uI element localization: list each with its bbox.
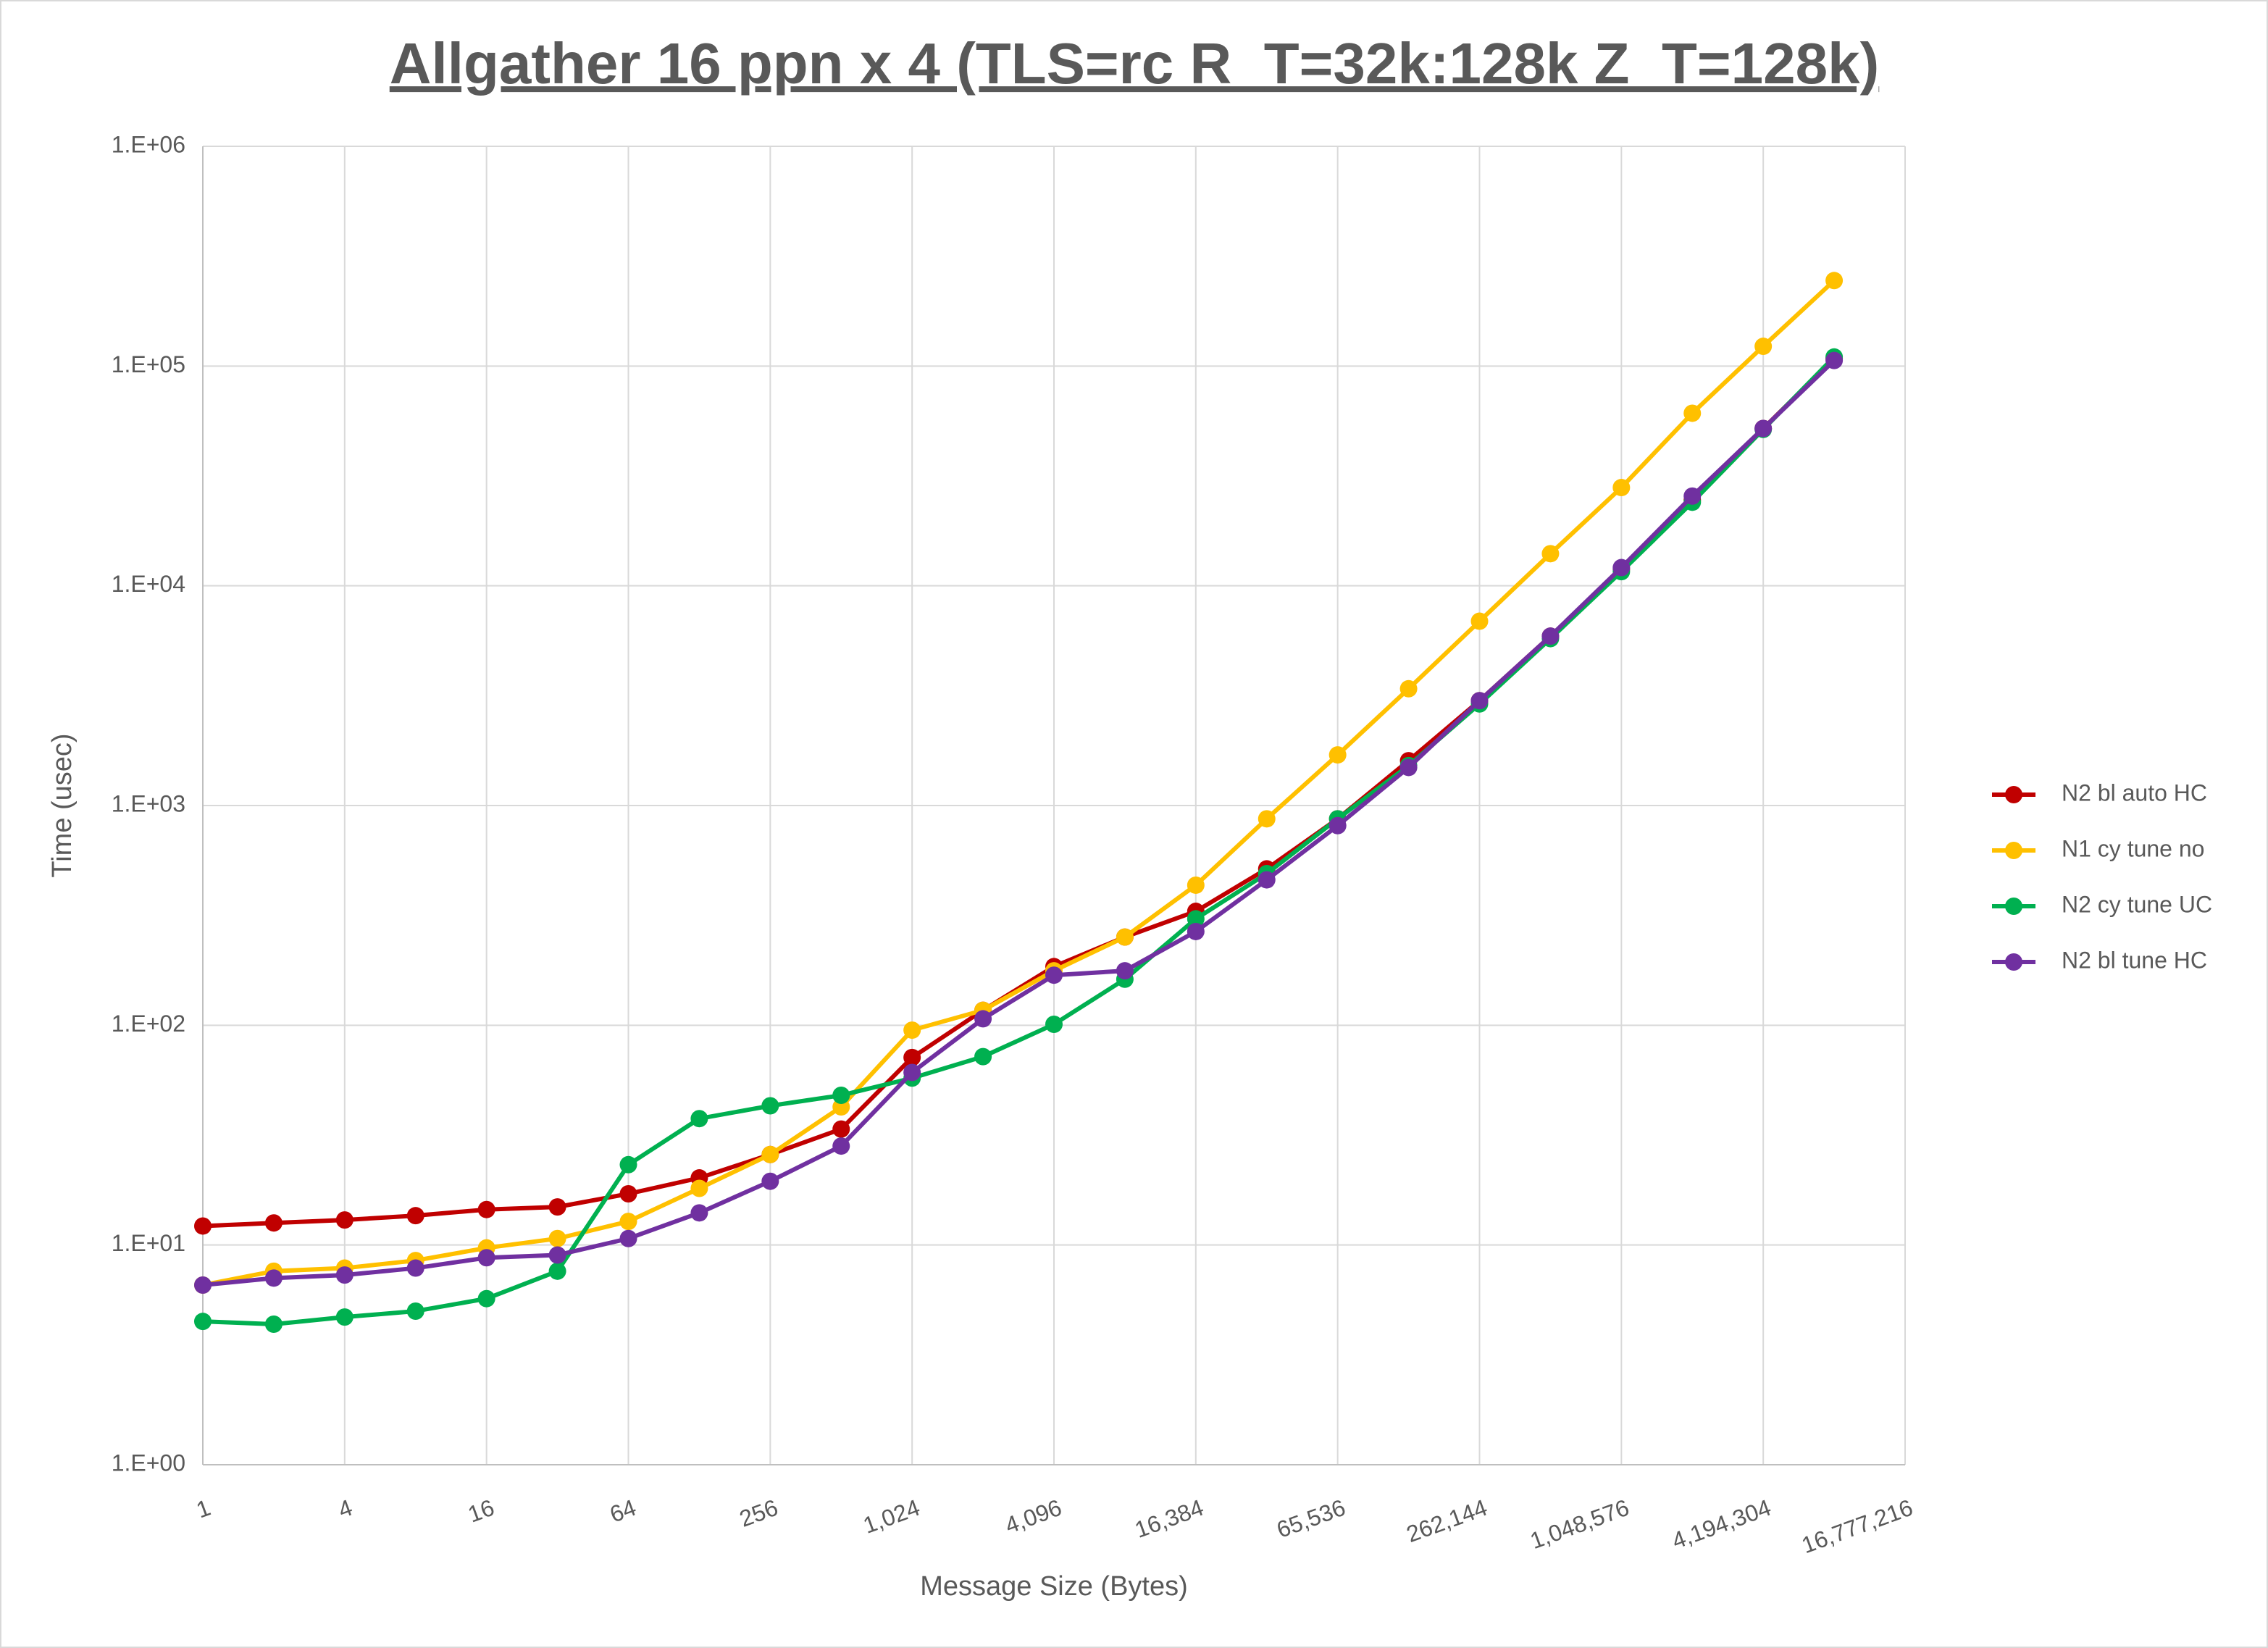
legend-marker — [2005, 898, 2022, 915]
data-point — [974, 1010, 992, 1028]
legend-marker — [2005, 842, 2022, 859]
legend-label: N1 cy tune no — [2062, 835, 2204, 861]
data-point — [974, 1047, 992, 1066]
y-tick-label: 1.E+05 — [112, 351, 185, 377]
data-point — [619, 1184, 637, 1202]
data-point — [1045, 1016, 1063, 1034]
data-point — [690, 1204, 708, 1222]
data-point — [690, 1179, 708, 1197]
data-point — [1187, 910, 1205, 928]
data-point — [1328, 816, 1347, 835]
data-point — [1541, 627, 1560, 645]
y-tick-label: 1.E+00 — [112, 1450, 185, 1476]
x-axis-title: Message Size (Bytes) — [920, 1571, 1188, 1602]
chart-title: Allgather 16 ppn x 4 (TLS=rc R_T=32k:128… — [390, 31, 1879, 96]
data-point — [1470, 612, 1489, 630]
data-point — [477, 1249, 495, 1267]
series-line — [202, 359, 1836, 1287]
y-tick-label: 1.E+03 — [112, 790, 185, 816]
y-tick-label: 1.E+02 — [112, 1011, 185, 1037]
data-point — [477, 1289, 495, 1308]
data-point — [1258, 810, 1276, 828]
series-line — [202, 279, 1836, 1287]
data-point — [619, 1155, 637, 1174]
data-point — [1612, 559, 1631, 577]
data-point — [1328, 746, 1347, 764]
legend-marker — [2005, 786, 2022, 803]
data-point — [406, 1259, 424, 1277]
data-point — [1754, 338, 1773, 356]
legend-label: N2 cy tune UC — [2062, 891, 2212, 917]
data-point — [619, 1229, 637, 1247]
data-point — [335, 1266, 353, 1284]
legend-label: N2 bl auto HC — [2062, 779, 2207, 806]
data-point — [1045, 966, 1063, 984]
data-point — [194, 1276, 212, 1294]
data-point — [903, 1021, 921, 1040]
y-tick-label: 1.E+06 — [112, 131, 185, 157]
data-point — [264, 1214, 283, 1232]
data-point — [1399, 679, 1418, 698]
data-point — [264, 1269, 283, 1287]
data-point — [1683, 404, 1702, 422]
data-point — [1116, 928, 1134, 946]
data-point — [406, 1207, 424, 1225]
legend-marker — [2005, 953, 2022, 971]
data-point — [903, 1063, 921, 1082]
data-point — [832, 1087, 850, 1105]
data-point — [619, 1213, 637, 1231]
data-point — [903, 1048, 921, 1066]
data-point — [264, 1316, 283, 1334]
data-point — [761, 1172, 779, 1190]
data-point — [477, 1200, 495, 1218]
data-point — [1116, 962, 1134, 980]
data-point — [335, 1308, 353, 1326]
data-point — [548, 1262, 566, 1280]
data-point — [335, 1211, 353, 1229]
data-point — [194, 1313, 212, 1331]
data-point — [1399, 758, 1418, 777]
data-point — [406, 1302, 424, 1320]
data-point — [1683, 487, 1702, 505]
data-point — [548, 1229, 566, 1247]
data-point — [1754, 419, 1773, 438]
data-point — [1187, 876, 1205, 894]
y-tick-label: 1.E+04 — [112, 571, 185, 597]
data-point — [548, 1246, 566, 1264]
data-point — [832, 1137, 850, 1155]
data-point — [761, 1145, 779, 1163]
y-tick-label: 1.E+01 — [112, 1230, 185, 1256]
data-point — [761, 1097, 779, 1115]
y-axis-title: Time (usec) — [47, 733, 78, 877]
data-point — [1187, 922, 1205, 940]
data-point — [1470, 692, 1489, 710]
data-point — [1825, 351, 1844, 369]
data-point — [194, 1217, 212, 1235]
data-point — [548, 1198, 566, 1216]
data-point — [1258, 871, 1276, 889]
data-point — [832, 1120, 850, 1138]
legend-label: N2 bl tune HC — [2062, 947, 2207, 973]
data-point — [1825, 272, 1844, 290]
data-point — [690, 1110, 708, 1128]
data-point — [1541, 545, 1560, 563]
data-point — [1612, 479, 1631, 497]
